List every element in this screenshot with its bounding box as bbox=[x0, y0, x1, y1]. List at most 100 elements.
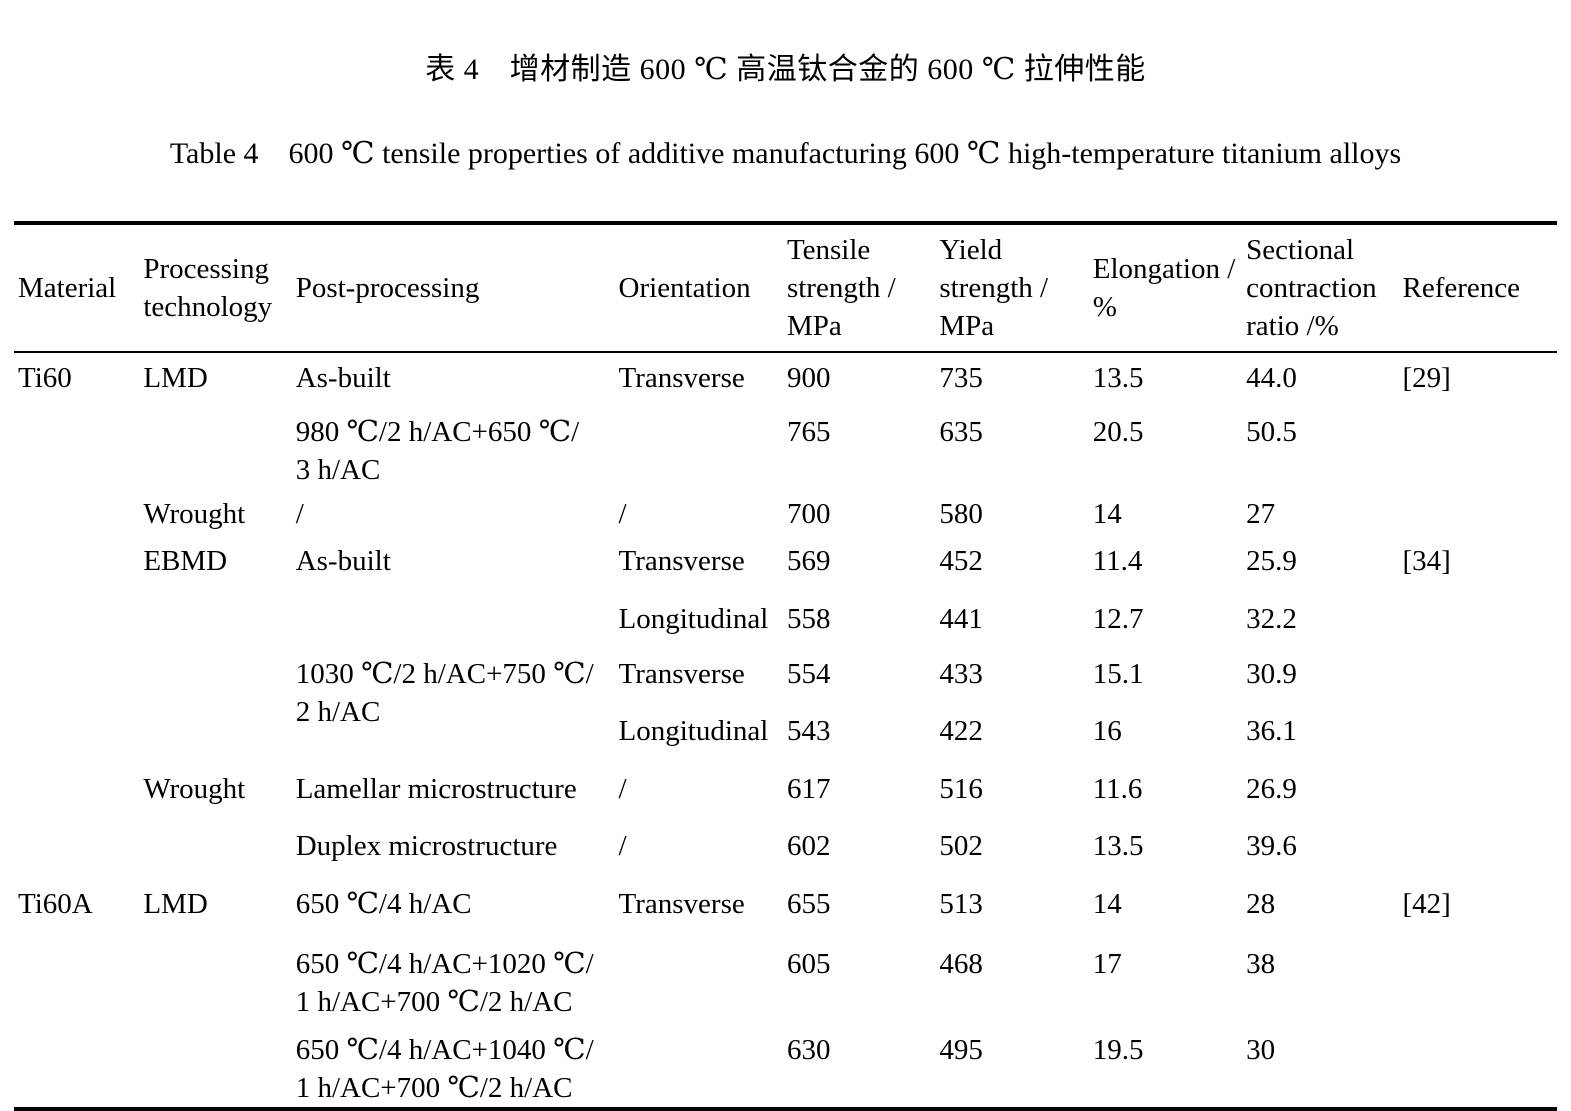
table-cell: 700 bbox=[786, 498, 831, 530]
column-header-orientation: Orientation bbox=[614, 223, 783, 353]
table-cell: / bbox=[618, 830, 627, 862]
table-cell: 655 bbox=[786, 888, 831, 920]
table-cell bbox=[1399, 407, 1557, 489]
table-cell bbox=[14, 821, 139, 879]
table-cell bbox=[1399, 489, 1557, 536]
table-cell: 16 bbox=[1092, 715, 1122, 747]
table-row: Longitudinal 558 441 12.7 32.2 bbox=[14, 594, 1557, 649]
table-cell: Transverse bbox=[618, 888, 745, 920]
table-cell bbox=[14, 536, 139, 594]
table-cell: 15.1 bbox=[1092, 658, 1144, 690]
table-cell: Longitudinal bbox=[618, 715, 769, 747]
table-header-row: Material Processing technology Post-proc… bbox=[14, 223, 1557, 353]
column-header-material: Material bbox=[14, 223, 140, 353]
table-cell bbox=[14, 939, 139, 1025]
table-cell: / bbox=[618, 773, 627, 805]
table-cell: Ti60 bbox=[18, 362, 72, 394]
table-cell: 569 bbox=[786, 545, 831, 577]
table-cell bbox=[615, 1025, 783, 1109]
table-cell bbox=[1399, 1025, 1557, 1109]
table-cell bbox=[1399, 706, 1557, 764]
column-header-tensile-strength: Tensile strength / MPa bbox=[782, 223, 936, 353]
table-cell bbox=[139, 939, 291, 1025]
table-cell bbox=[139, 821, 291, 879]
table-cell: 1030 ℃/2 h/AC+750 ℃/ 2 h/AC bbox=[295, 658, 594, 728]
table-cell: 558 bbox=[786, 603, 831, 635]
table-cell bbox=[139, 1025, 291, 1109]
table-cell: 32.2 bbox=[1246, 603, 1297, 635]
table-cell bbox=[139, 407, 291, 489]
table-cell: Ti60A bbox=[18, 888, 93, 920]
table-caption: 表 4 增材制造 600 ℃ 高温钛合金的 600 ℃ 拉伸性能 Table 4… bbox=[0, 0, 1571, 217]
table-cell: 422 bbox=[939, 715, 983, 747]
table-cell: Longitudinal bbox=[618, 603, 769, 635]
table-cell: 14 bbox=[1092, 498, 1122, 530]
table-cell: 13.5 bbox=[1092, 830, 1144, 862]
table-cell: 17 bbox=[1092, 948, 1122, 980]
table-cell: 13.5 bbox=[1092, 362, 1144, 394]
table-cell: 19.5 bbox=[1092, 1034, 1144, 1066]
table-cell: Lamellar microstructure bbox=[295, 773, 577, 805]
table-cell: 650 ℃/4 h/AC+1040 ℃/ 1 h/AC+700 ℃/2 h/AC bbox=[295, 1034, 594, 1104]
table-cell: 617 bbox=[786, 773, 831, 805]
table-cell: [29] bbox=[1402, 362, 1451, 394]
table-cell: 765 bbox=[786, 416, 831, 448]
column-header-yield-strength: Yield strength / MPa bbox=[935, 223, 1089, 353]
table-row: Ti60A LMD 650 ℃/4 h/AC Transverse 655 513 14 28… bbox=[14, 879, 1557, 939]
table-row: 1030 ℃/2 h/AC+750 ℃/ 2 h/AC Transverse 554… bbox=[14, 649, 1557, 728]
table-cell: 605 bbox=[786, 948, 831, 980]
table-cell: / bbox=[295, 498, 304, 530]
table-cell: 502 bbox=[939, 830, 983, 862]
table-cell: 495 bbox=[939, 1034, 983, 1066]
table-cell: 27 bbox=[1246, 498, 1276, 530]
table-cell: 980 ℃/2 h/AC+650 ℃/ 3 h/AC bbox=[295, 416, 580, 486]
table-cell: Transverse bbox=[618, 658, 745, 690]
table-header: Material Processing technology Post-proc… bbox=[14, 223, 1557, 353]
table-cell bbox=[139, 594, 291, 649]
table-cell: 516 bbox=[939, 773, 983, 805]
table-cell: 30 bbox=[1246, 1034, 1276, 1066]
column-header-post-processing: Post-processing bbox=[291, 223, 615, 353]
table-cell: 11.4 bbox=[1092, 545, 1143, 577]
column-header-reference: Reference bbox=[1398, 223, 1557, 353]
table-cell: EBMD bbox=[143, 545, 228, 577]
table-cell: 650 ℃/4 h/AC+1020 ℃/ 1 h/AC+700 ℃/2 h/AC bbox=[295, 948, 594, 1018]
table-cell: 468 bbox=[939, 948, 983, 980]
table-cell: 14 bbox=[1092, 888, 1122, 920]
table-cell bbox=[615, 407, 783, 489]
table-caption-english: Table 4 600 ℃ tensile properties of addi… bbox=[169, 137, 1402, 170]
table-cell: As-built bbox=[295, 362, 391, 394]
table-cell: 433 bbox=[939, 658, 983, 690]
table-cell bbox=[1399, 594, 1557, 649]
table-cell bbox=[14, 649, 139, 706]
table-cell: 630 bbox=[786, 1034, 831, 1066]
table-cell: Duplex microstructure bbox=[295, 830, 558, 862]
table-cell: 26.9 bbox=[1246, 773, 1297, 805]
table-row: 980 ℃/2 h/AC+650 ℃/ 3 h/AC 765 635 20.5 50.5 bbox=[14, 407, 1557, 489]
table-cell bbox=[139, 706, 291, 764]
table-cell: 38 bbox=[1246, 948, 1276, 980]
table-cell: 28 bbox=[1246, 888, 1276, 920]
table-row: 650 ℃/4 h/AC+1040 ℃/ 1 h/AC+700 ℃/2 h/AC… bbox=[14, 1025, 1557, 1109]
table-cell: 554 bbox=[786, 658, 831, 690]
table-cell bbox=[14, 594, 139, 649]
table-cell: 36.1 bbox=[1246, 715, 1297, 747]
table-cell: 635 bbox=[939, 416, 983, 448]
table-cell: 11.6 bbox=[1092, 773, 1143, 805]
table-cell: 543 bbox=[786, 715, 831, 747]
table-row: Wrought / / 700 580 14 27 bbox=[14, 489, 1557, 536]
table-caption-chinese: 表 4 增材制造 600 ℃ 高温钛合金的 600 ℃ 拉伸性能 bbox=[425, 53, 1146, 86]
table-cell: 441 bbox=[939, 603, 983, 635]
table-cell: 900 bbox=[786, 362, 831, 394]
table-cell: Wrought bbox=[143, 773, 246, 805]
table-cell bbox=[14, 407, 139, 489]
table-cell: [34] bbox=[1402, 545, 1451, 577]
table-row: Duplex microstructure / 602 502 13.5 39.6 bbox=[14, 821, 1557, 879]
table-cell: 50.5 bbox=[1246, 416, 1297, 448]
table-cell: 650 ℃/4 h/AC bbox=[295, 888, 472, 920]
table-cell: Wrought bbox=[143, 498, 246, 530]
table-cell: [42] bbox=[1402, 888, 1451, 920]
tensile-properties-table: Material Processing technology Post-proc… bbox=[14, 221, 1557, 1111]
table-cell: Transverse bbox=[618, 545, 745, 577]
